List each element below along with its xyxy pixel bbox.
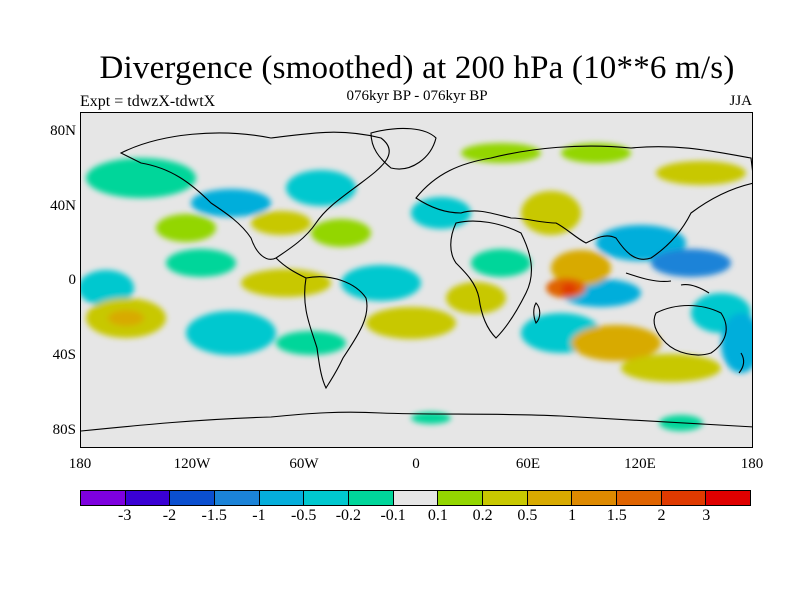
y-tick-label: 40N [50,198,76,214]
colorbar-swatch [349,491,394,505]
colorbar-swatch [706,491,751,505]
colorbar-tick-label: 3 [702,507,711,524]
colorbar-tick-label: 0.2 [472,507,493,524]
divergence-map [80,112,753,448]
map-field [81,127,752,432]
season-label: JJA [729,93,752,109]
colorbar-swatch [661,491,707,505]
colorbar-tick-label: -0.2 [335,507,362,524]
x-tick-label: 180 [740,456,764,472]
period-label: 076kyr BP - 076kyr BP [346,88,488,104]
x-tick-label: 60W [289,456,319,472]
colorbar-tick-label: 2 [657,507,666,524]
colorbar-swatch [304,491,350,505]
colorbar-tick-label: -0.5 [290,507,317,524]
experiment-label: Expt = tdwzX-tdwtX [80,93,216,110]
colorbar-swatch [81,491,126,505]
colorbar-swatch [393,491,439,505]
colorbar-tick-label: -0.1 [380,507,406,524]
x-tick-label: 120E [624,456,656,472]
plot-title: Divergence (smoothed) at 200 hPa (10**6 … [99,50,735,86]
x-tick-label: 60E [515,456,541,472]
y-tick-label: 80S [52,422,76,438]
colorbar-tick-label: -2 [162,507,177,524]
x-tick-label: 180 [68,456,92,472]
colorbar-tick-label: 0.5 [517,507,538,524]
x-tick-label: 0 [412,456,420,472]
colorbar-swatch [259,491,305,505]
coastlines [81,127,752,432]
x-tick-label: 120W [173,456,211,472]
colorbar-swatch [125,491,171,505]
colorbar-swatch [483,491,528,505]
colorbar-swatch [527,491,573,505]
y-tick-label: 40S [52,347,76,363]
colorbar-swatch [572,491,618,505]
colorbar-tick-label: -3 [118,507,132,524]
colorbar-tick-label: 1.5 [606,507,627,524]
colorbar-tick-label: 1 [568,507,577,524]
y-tick-label: 0 [68,272,77,288]
colorbar-swatch [215,491,260,505]
colorbar-tick-label: 0.1 [427,507,448,524]
y-tick-label: 80N [50,123,76,139]
colorbar-tick-label: -1 [252,507,266,524]
colorbar [80,490,751,506]
colorbar-swatch [170,491,216,505]
colorbar-tick-label: -1.5 [201,507,227,524]
divergence-field [81,143,752,431]
colorbar-swatch [617,491,662,505]
colorbar-swatch [438,491,484,505]
